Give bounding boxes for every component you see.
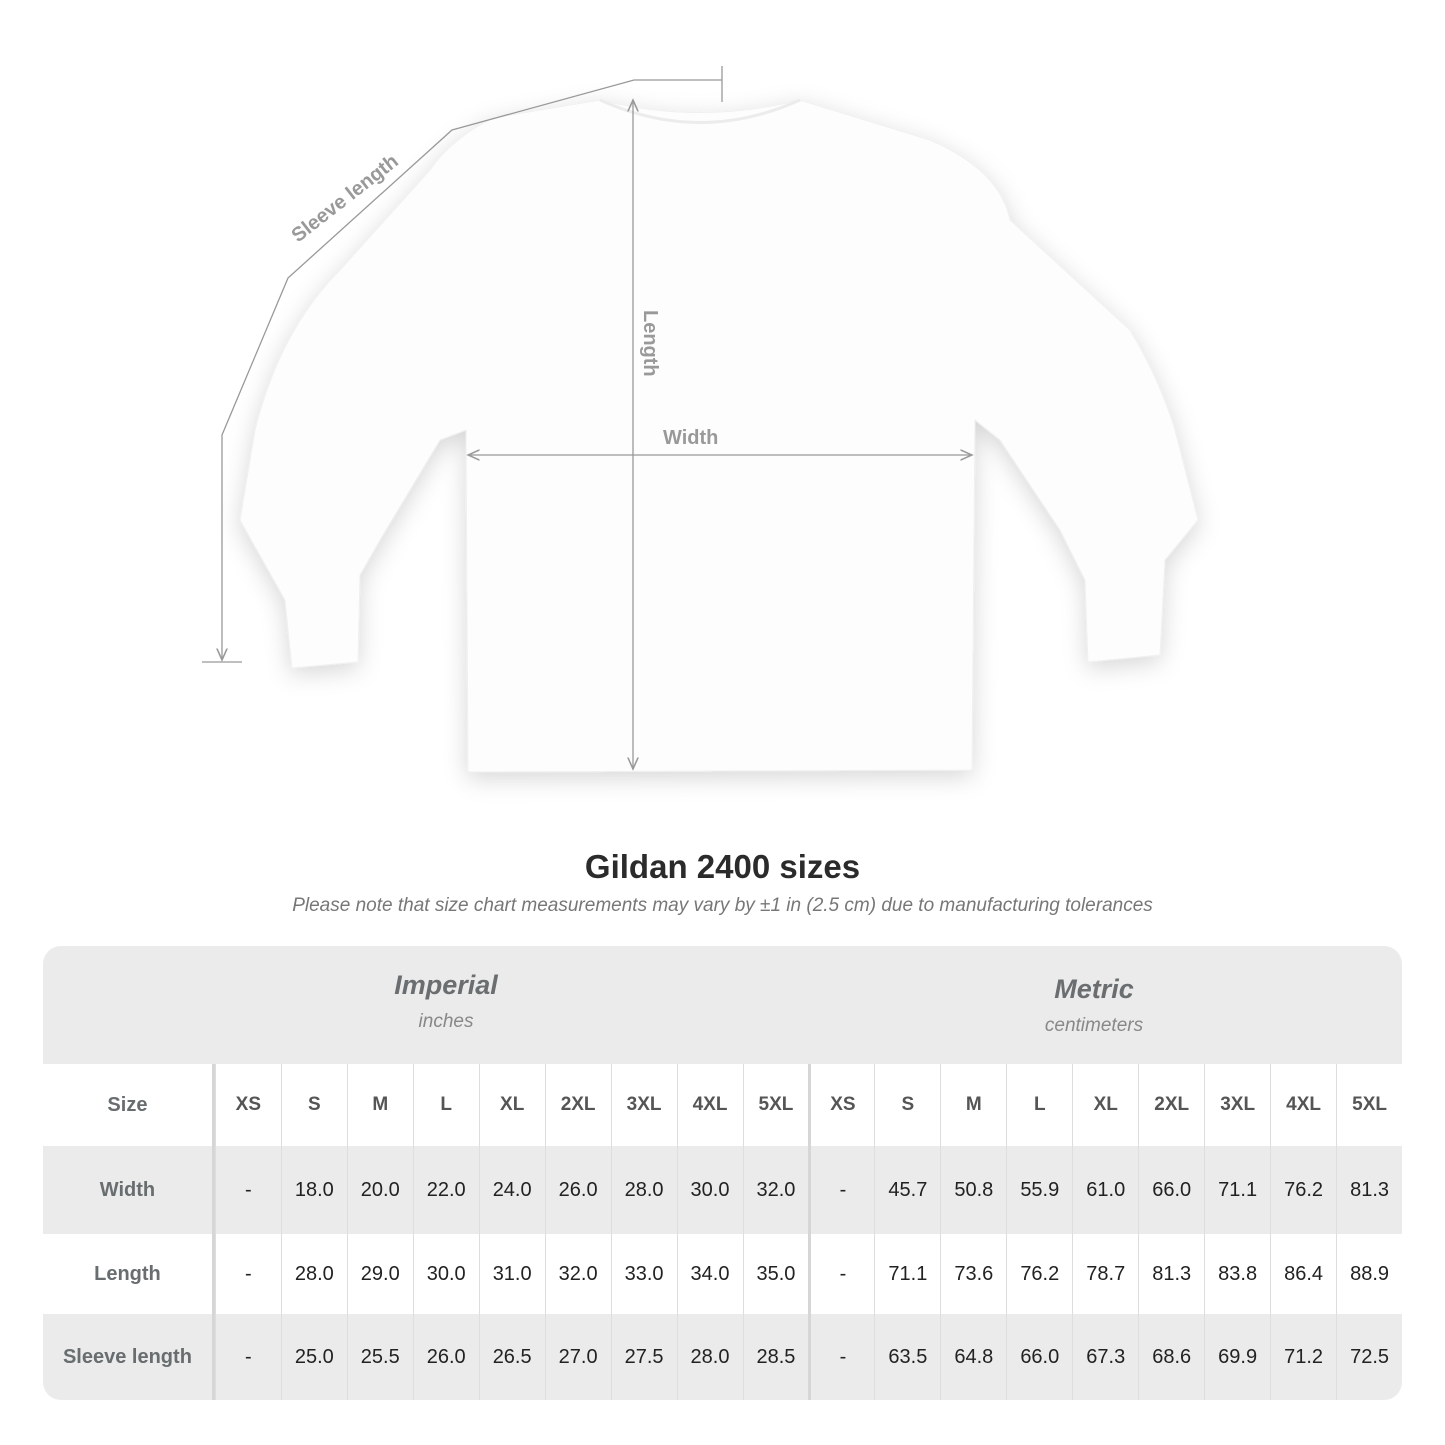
imperial-value-cell: 34.0 xyxy=(676,1234,743,1314)
tolerance-note: Please note that size chart measurements… xyxy=(292,895,1153,916)
imperial-size-2xl: 2XL xyxy=(544,1064,611,1146)
table-row: Length -28.0 29.0 30.0 31.0 32.0 33.0 34.0 35.0-… xyxy=(43,1234,1402,1314)
metric-value-cell: 68.6 xyxy=(1138,1314,1204,1400)
imperial-value-cell: 25.0 xyxy=(280,1314,347,1400)
size-header-row: Size XS S M L XL 2XL 3XL 4XL 5XL XS S M L XL 2XL 3XL 4XL 5… xyxy=(43,1064,1402,1146)
imperial-value-cell: 28.0 xyxy=(280,1234,347,1314)
metric-value-cell: 78.7 xyxy=(1072,1234,1138,1314)
imperial-value-cell: 28.0 xyxy=(610,1146,677,1234)
metric-size-xl: XL xyxy=(1072,1064,1138,1146)
imperial-value-cell: 30.0 xyxy=(676,1146,743,1234)
row-label: Width xyxy=(43,1146,215,1234)
metric-value-cell: 45.7 xyxy=(874,1146,940,1234)
metric-value-cell: - xyxy=(808,1146,874,1234)
imperial-value-cell: 26.0 xyxy=(412,1314,479,1400)
metric-value-cell: 61.0 xyxy=(1072,1146,1138,1234)
imperial-value-cell: 25.5 xyxy=(346,1314,413,1400)
metric-heading: Metric xyxy=(1054,974,1134,1004)
width-label: Width xyxy=(663,427,718,449)
imperial-value-cell: - xyxy=(214,1234,281,1314)
imperial-value-cell: 27.5 xyxy=(610,1314,677,1400)
table-row: Width -18.0 20.0 22.0 24.0 26.0 28.0 30.0 32.0-4… xyxy=(43,1146,1402,1234)
imperial-value-cell: 18.0 xyxy=(280,1146,347,1234)
metric-size-3xl: 3XL xyxy=(1204,1064,1270,1146)
metric-group: Metric centimeters xyxy=(863,974,1325,1037)
imperial-size-xl: XL xyxy=(478,1064,545,1146)
size-table: Imperial inches Metric centimeters Size X… xyxy=(43,946,1402,1400)
metric-size-m: M xyxy=(940,1064,1006,1146)
imperial-value-cell: 28.5 xyxy=(742,1314,809,1400)
length-label: Length xyxy=(639,310,661,377)
metric-value-cell: 81.3 xyxy=(1336,1146,1402,1234)
metric-size-4xl: 4XL xyxy=(1270,1064,1336,1146)
imperial-size-xs: XS xyxy=(214,1064,281,1146)
table-header-band xyxy=(43,946,1402,1064)
metric-value-cell: 69.9 xyxy=(1204,1314,1270,1400)
imperial-size-s: S xyxy=(280,1064,347,1146)
metric-value-cell: 83.8 xyxy=(1204,1234,1270,1314)
imperial-value-cell: 33.0 xyxy=(610,1234,677,1314)
imperial-size-l: L xyxy=(412,1064,479,1146)
imperial-value-cell: 26.0 xyxy=(544,1146,611,1234)
imperial-value-cell: 24.0 xyxy=(478,1146,545,1234)
metric-value-cell: 66.0 xyxy=(1138,1146,1204,1234)
imperial-value-cell: 30.0 xyxy=(412,1234,479,1314)
size-header-label: Size xyxy=(43,1064,215,1146)
metric-value-cell: 76.2 xyxy=(1006,1234,1072,1314)
page-title: Gildan 2400 sizes xyxy=(584,848,861,885)
metric-value-cell: - xyxy=(808,1234,874,1314)
imperial-size-m: M xyxy=(346,1064,413,1146)
imperial-size-4xl: 4XL xyxy=(676,1064,743,1146)
imperial-value-cell: 28.0 xyxy=(676,1314,743,1400)
sleeve-measure-line xyxy=(222,79,722,660)
imperial-value-cell: 22.0 xyxy=(412,1146,479,1234)
imperial-value-cell: 35.0 xyxy=(742,1234,809,1314)
imperial-size-3xl: 3XL xyxy=(610,1064,677,1146)
shirt-diagram: Sleeve length Length Width xyxy=(202,66,1199,773)
metric-unit: centimeters xyxy=(1044,1015,1144,1036)
metric-value-cell: 86.4 xyxy=(1270,1234,1336,1314)
metric-value-cell: 55.9 xyxy=(1006,1146,1072,1234)
imperial-value-cell: 20.0 xyxy=(346,1146,413,1234)
row-label: Length xyxy=(43,1234,215,1314)
imperial-value-cell: 31.0 xyxy=(478,1234,545,1314)
imperial-unit: inches xyxy=(418,1011,474,1032)
imperial-value-cell: - xyxy=(214,1146,281,1234)
imperial-group: Imperial inches xyxy=(215,970,677,1033)
metric-value-cell: 71.1 xyxy=(1204,1146,1270,1234)
metric-size-2xl: 2XL xyxy=(1138,1064,1204,1146)
imperial-heading: Imperial xyxy=(394,970,498,1000)
imperial-value-cell: 29.0 xyxy=(346,1234,413,1314)
imperial-value-cell: 32.0 xyxy=(544,1234,611,1314)
metric-value-cell: 73.6 xyxy=(940,1234,1006,1314)
metric-size-s: S xyxy=(874,1064,940,1146)
metric-value-cell: 72.5 xyxy=(1336,1314,1402,1400)
imperial-value-cell: 27.0 xyxy=(544,1314,611,1400)
imperial-size-5xl: 5XL xyxy=(742,1064,809,1146)
metric-value-cell: - xyxy=(808,1314,874,1400)
metric-value-cell: 81.3 xyxy=(1138,1234,1204,1314)
metric-size-xs: XS xyxy=(808,1064,874,1146)
metric-value-cell: 66.0 xyxy=(1006,1314,1072,1400)
metric-value-cell: 88.9 xyxy=(1336,1234,1402,1314)
row-label: Sleeve length xyxy=(43,1314,215,1400)
metric-value-cell: 71.1 xyxy=(874,1234,940,1314)
table-row: Sleeve length -25.0 25.5 26.0 26.5 27.0 27.5 28… xyxy=(43,1314,1402,1400)
imperial-value-cell: 26.5 xyxy=(478,1314,545,1400)
metric-value-cell: 67.3 xyxy=(1072,1314,1138,1400)
metric-size-5xl: 5XL xyxy=(1336,1064,1402,1146)
metric-value-cell: 63.5 xyxy=(874,1314,940,1400)
metric-size-l: L xyxy=(1006,1064,1072,1146)
imperial-value-cell: 32.0 xyxy=(742,1146,809,1234)
shirt-illustration xyxy=(239,99,1199,773)
metric-value-cell: 50.8 xyxy=(940,1146,1006,1234)
metric-value-cell: 64.8 xyxy=(940,1314,1006,1400)
imperial-value-cell: - xyxy=(214,1314,281,1400)
metric-value-cell: 71.2 xyxy=(1270,1314,1336,1400)
metric-value-cell: 76.2 xyxy=(1270,1146,1336,1234)
